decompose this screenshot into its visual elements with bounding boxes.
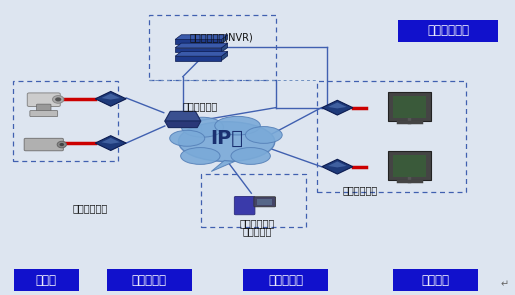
FancyBboxPatch shape (388, 92, 431, 121)
Ellipse shape (215, 116, 260, 135)
Text: 以太网交换机: 以太网交换机 (183, 101, 218, 111)
Polygon shape (322, 159, 353, 174)
Polygon shape (95, 91, 126, 106)
FancyBboxPatch shape (254, 197, 276, 207)
Ellipse shape (231, 148, 270, 164)
Text: 视音频解码器: 视音频解码器 (343, 185, 378, 195)
FancyBboxPatch shape (398, 20, 498, 42)
Text: 管理、控制: 管理、控制 (268, 274, 303, 287)
FancyBboxPatch shape (257, 199, 272, 205)
FancyBboxPatch shape (30, 111, 58, 117)
Ellipse shape (59, 143, 64, 146)
Text: 视频源: 视频源 (36, 274, 57, 287)
Polygon shape (165, 112, 201, 121)
Polygon shape (101, 138, 120, 144)
Bar (317, 81, 466, 192)
Polygon shape (328, 162, 347, 168)
Text: 视频音频存储: 视频音频存储 (427, 24, 469, 37)
FancyBboxPatch shape (393, 96, 425, 118)
FancyBboxPatch shape (388, 151, 431, 180)
FancyBboxPatch shape (107, 269, 192, 291)
FancyBboxPatch shape (175, 39, 221, 44)
FancyBboxPatch shape (392, 269, 478, 291)
Text: 网络视频存储(NVR): 网络视频存储(NVR) (190, 32, 253, 42)
Polygon shape (322, 100, 353, 115)
FancyBboxPatch shape (37, 104, 51, 112)
Text: IP网: IP网 (210, 129, 243, 148)
FancyBboxPatch shape (175, 56, 221, 61)
Bar (149, 15, 276, 80)
FancyBboxPatch shape (243, 269, 329, 291)
Bar (201, 174, 306, 227)
FancyBboxPatch shape (393, 155, 425, 177)
Bar (13, 81, 118, 161)
Ellipse shape (178, 122, 275, 162)
Polygon shape (328, 103, 347, 109)
Polygon shape (95, 136, 126, 150)
Text: 传输、交换: 传输、交换 (132, 274, 167, 287)
Polygon shape (221, 35, 228, 44)
FancyBboxPatch shape (24, 138, 63, 151)
FancyBboxPatch shape (14, 269, 78, 291)
Polygon shape (221, 43, 228, 52)
Polygon shape (175, 51, 228, 56)
Text: ↵: ↵ (501, 280, 509, 290)
FancyBboxPatch shape (175, 48, 221, 52)
Text: 视频客户端: 视频客户端 (243, 227, 272, 237)
Ellipse shape (169, 130, 204, 146)
Text: 视频显示: 视频显示 (421, 274, 449, 287)
Polygon shape (175, 43, 228, 48)
Polygon shape (165, 121, 201, 127)
Ellipse shape (55, 97, 61, 101)
Ellipse shape (57, 141, 66, 148)
Text: 视音频编码器: 视音频编码器 (73, 203, 108, 213)
Ellipse shape (246, 127, 282, 143)
Ellipse shape (53, 96, 64, 103)
Text: 控制管理平台: 控制管理平台 (240, 218, 275, 228)
Polygon shape (211, 160, 234, 171)
Polygon shape (175, 35, 228, 40)
Polygon shape (221, 51, 228, 61)
FancyBboxPatch shape (234, 196, 255, 215)
Polygon shape (101, 94, 120, 99)
Ellipse shape (181, 117, 224, 137)
FancyBboxPatch shape (27, 93, 60, 106)
Ellipse shape (181, 148, 220, 164)
